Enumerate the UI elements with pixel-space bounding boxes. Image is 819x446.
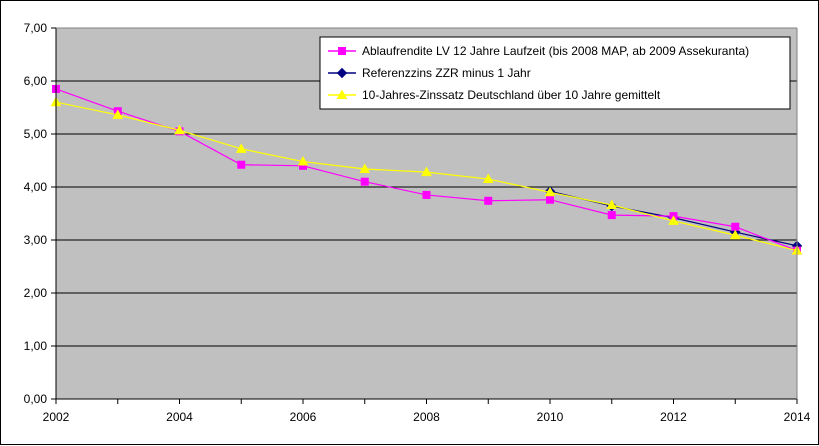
data-point [544,186,556,197]
data-point [297,156,309,166]
x-tick-label: 2010 [537,410,564,424]
data-point [484,196,493,205]
y-tick-label: 1,00 [24,339,48,353]
legend-entry-label: Ablaufrendite LV 12 Jahre Laufzeit (bis … [362,44,749,58]
x-tick-label: 2012 [660,410,687,424]
data-point [174,124,185,135]
legend-swatch-marker [336,89,348,99]
data-point [421,166,432,177]
data-point [235,143,247,153]
y-tick-label: 2,00 [24,286,48,300]
data-point [359,163,371,173]
y-tick-label: 7,00 [24,21,48,35]
data-point [607,211,616,220]
x-tick-label: 2006 [290,410,317,424]
y-tick-label: 0,00 [24,392,48,406]
data-point [112,109,124,119]
legend-swatch-marker [338,47,346,55]
legend-entry-label: Referenzzins ZZR minus 1 Jahr [362,66,531,80]
data-point [731,222,740,231]
data-point [668,215,679,225]
x-tick-label: 2014 [784,410,811,424]
data-point [422,190,431,199]
legend-box [319,36,791,110]
x-tick-label: 2008 [413,410,440,424]
legend-swatch-marker [336,67,348,79]
y-tick-label: 5,00 [24,127,48,141]
legend-entry-label: 10-Jahres-Zinssatz Deutschland über 10 J… [362,88,661,102]
y-tick-label: 6,00 [24,74,48,88]
data-point [360,177,369,186]
data-point [482,173,494,184]
y-tick-label: 4,00 [24,180,48,194]
data-point [729,229,741,240]
data-point [606,199,618,210]
y-tick-label: 3,00 [24,233,48,247]
x-tick-label: 2004 [166,410,193,424]
x-tick-label: 2002 [43,410,70,424]
data-point [237,160,246,169]
data-point [546,195,554,204]
